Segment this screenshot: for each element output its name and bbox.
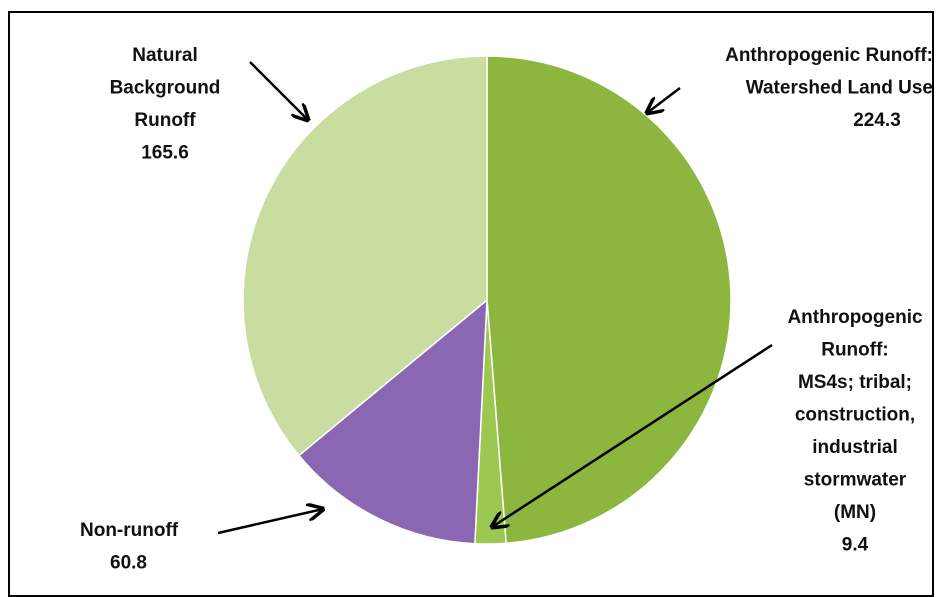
arrow [249,61,308,120]
slice-label: Runoff [134,110,196,131]
slice-label: MS4s; tribal; [798,372,912,393]
pie [242,55,732,545]
slice-label: Background [110,78,221,99]
slice [242,55,488,457]
slice-label: construction, [795,405,915,426]
slice-label: Non-runoff [80,520,179,541]
slice-value: 9.4 [842,535,869,556]
frame [8,11,934,597]
slice-value: 224.3 [853,110,901,131]
slice-label: Natural [132,45,197,66]
slice-label: industrial [812,437,898,458]
slice [486,55,732,545]
slice-label: Anthropogenic [787,307,923,328]
slice-value: 165.6 [141,143,189,164]
slice-label: Anthropogenic Runoff: [725,45,933,66]
slice [297,298,488,545]
slice-label: Watershed Land Use [746,78,933,99]
slice-label: Runoff: [821,340,889,361]
arrow [217,509,323,535]
arrows [217,61,773,535]
arrow [647,87,681,113]
slice-label: (MN) [834,502,876,523]
slice-value: 60.8 [110,553,147,574]
slice-label: stormwater [804,470,907,491]
arrow [492,343,773,527]
labels: Anthropogenic Runoff: Watershed Land Use 2… [80,45,933,574]
